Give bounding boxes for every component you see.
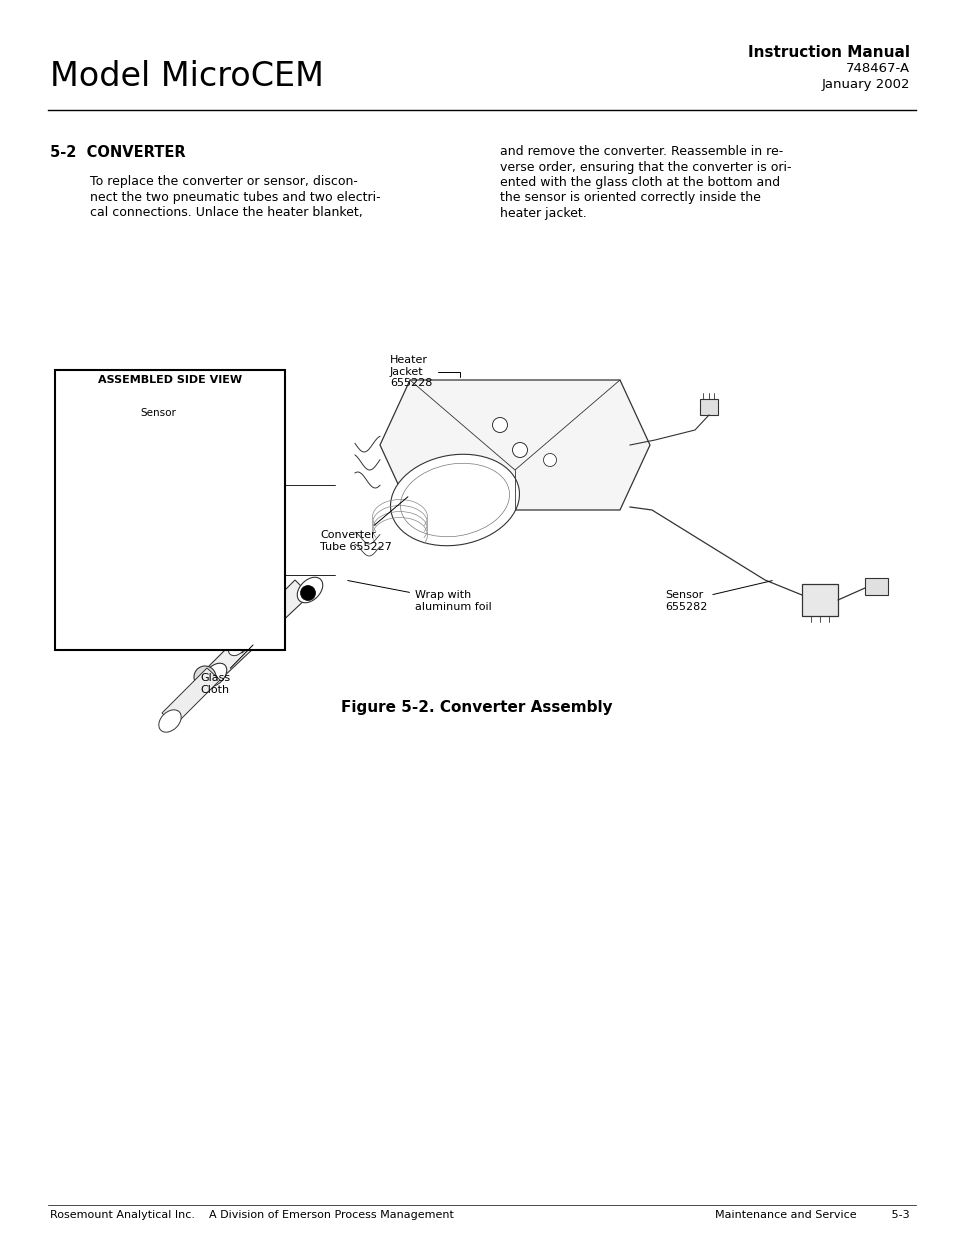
Circle shape xyxy=(93,499,107,511)
Ellipse shape xyxy=(203,663,227,687)
Ellipse shape xyxy=(228,638,245,656)
Circle shape xyxy=(492,417,507,432)
Polygon shape xyxy=(205,580,310,680)
Circle shape xyxy=(93,573,107,587)
Polygon shape xyxy=(801,584,837,616)
Ellipse shape xyxy=(390,454,519,546)
Text: ented with the glass cloth at the bottom and: ented with the glass cloth at the bottom… xyxy=(499,177,780,189)
Circle shape xyxy=(93,534,107,547)
Polygon shape xyxy=(864,578,887,595)
Text: heater jacket.: heater jacket. xyxy=(499,207,586,220)
Polygon shape xyxy=(145,430,194,610)
Ellipse shape xyxy=(193,666,215,688)
Text: verse order, ensuring that the converter is ori-: verse order, ensuring that the converter… xyxy=(499,161,791,173)
Text: Maintenance and Service          5-3: Maintenance and Service 5-3 xyxy=(715,1210,909,1220)
Text: January 2002: January 2002 xyxy=(821,78,909,91)
Text: Converter
Tube 655227: Converter Tube 655227 xyxy=(319,496,408,552)
Text: cal connections. Unlace the heater blanket,: cal connections. Unlace the heater blank… xyxy=(90,206,362,219)
FancyBboxPatch shape xyxy=(55,370,285,650)
Polygon shape xyxy=(85,495,145,515)
Text: and remove the converter. Reassemble in re-: and remove the converter. Reassemble in … xyxy=(499,144,782,158)
Text: Instruction Manual: Instruction Manual xyxy=(747,44,909,61)
Text: Glass
Cloth: Glass Cloth xyxy=(200,645,253,694)
Circle shape xyxy=(512,442,527,457)
Text: ASSEMBLED SIDE VIEW: ASSEMBLED SIDE VIEW xyxy=(98,375,242,385)
Text: Figure 5-2. Converter Assembly: Figure 5-2. Converter Assembly xyxy=(341,700,612,715)
Polygon shape xyxy=(85,530,145,550)
Text: 748467-A: 748467-A xyxy=(845,62,909,75)
Text: 5-2  CONVERTER: 5-2 CONVERTER xyxy=(50,144,186,161)
Polygon shape xyxy=(145,610,194,635)
Circle shape xyxy=(300,585,315,600)
Text: Heater
Jacket
655228: Heater Jacket 655228 xyxy=(390,354,459,388)
Text: Wrap with
aluminum foil: Wrap with aluminum foil xyxy=(347,580,491,611)
Text: nect the two pneumatic tubes and two electri-: nect the two pneumatic tubes and two ele… xyxy=(90,190,380,204)
Ellipse shape xyxy=(400,463,509,537)
Polygon shape xyxy=(700,399,718,415)
Text: Rosemount Analytical Inc.    A Division of Emerson Process Management: Rosemount Analytical Inc. A Division of … xyxy=(50,1210,454,1220)
Text: To replace the converter or sensor, discon-: To replace the converter or sensor, disc… xyxy=(90,175,357,188)
Polygon shape xyxy=(85,571,145,590)
Polygon shape xyxy=(162,668,220,725)
Text: Model MicroCEM: Model MicroCEM xyxy=(50,61,323,93)
Text: the sensor is oriented correctly inside the: the sensor is oriented correctly inside … xyxy=(499,191,760,205)
Circle shape xyxy=(93,463,107,477)
Text: Sensor
655282: Sensor 655282 xyxy=(664,580,772,611)
Ellipse shape xyxy=(158,710,181,732)
Ellipse shape xyxy=(297,577,322,603)
Polygon shape xyxy=(150,445,190,590)
Polygon shape xyxy=(85,459,145,480)
Polygon shape xyxy=(379,380,649,510)
Polygon shape xyxy=(234,629,260,653)
Circle shape xyxy=(543,453,556,467)
Text: Sensor: Sensor xyxy=(140,408,175,417)
